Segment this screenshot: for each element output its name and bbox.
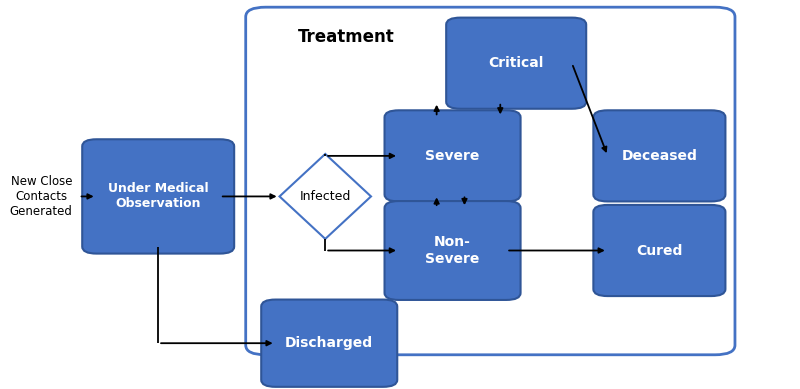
Text: Severe: Severe — [426, 149, 480, 163]
FancyBboxPatch shape — [594, 205, 726, 296]
Text: Critical: Critical — [489, 56, 544, 70]
FancyBboxPatch shape — [385, 201, 521, 300]
FancyBboxPatch shape — [594, 110, 726, 202]
FancyBboxPatch shape — [82, 139, 234, 254]
FancyBboxPatch shape — [446, 18, 586, 109]
FancyBboxPatch shape — [385, 110, 521, 202]
Text: Treatment: Treatment — [298, 28, 394, 46]
Text: Cured: Cured — [636, 244, 682, 258]
Text: Under Medical
Observation: Under Medical Observation — [108, 182, 209, 210]
FancyBboxPatch shape — [246, 7, 735, 355]
Text: Non-
Severe: Non- Severe — [426, 235, 480, 266]
Text: Infected: Infected — [299, 190, 351, 203]
Text: Deceased: Deceased — [622, 149, 698, 163]
Text: Discharged: Discharged — [285, 336, 374, 350]
Polygon shape — [279, 154, 371, 239]
FancyBboxPatch shape — [262, 300, 398, 387]
Text: New Close
Contacts
Generated: New Close Contacts Generated — [10, 175, 73, 218]
